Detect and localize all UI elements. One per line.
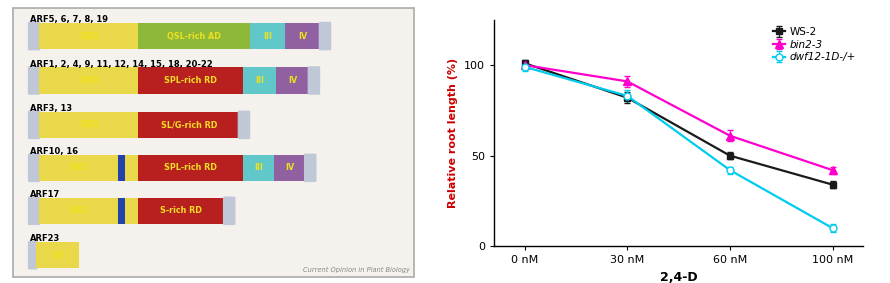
- Bar: [250, 23, 286, 49]
- FancyBboxPatch shape: [223, 197, 236, 225]
- Bar: [36, 242, 78, 268]
- Text: III: III: [263, 32, 272, 41]
- Text: DB: DB: [51, 251, 64, 260]
- Bar: [39, 112, 138, 138]
- Text: DBD: DBD: [78, 120, 98, 129]
- FancyBboxPatch shape: [28, 241, 38, 269]
- Bar: [39, 67, 138, 94]
- Bar: [117, 198, 125, 224]
- Bar: [138, 112, 239, 138]
- FancyBboxPatch shape: [308, 66, 320, 95]
- Text: SPL-rich RD: SPL-rich RD: [164, 76, 217, 85]
- FancyBboxPatch shape: [28, 22, 40, 50]
- X-axis label: 2,4-D: 2,4-D: [659, 271, 698, 283]
- Text: ARF23: ARF23: [29, 234, 60, 243]
- FancyBboxPatch shape: [319, 22, 331, 50]
- FancyBboxPatch shape: [28, 197, 40, 225]
- Bar: [274, 155, 305, 181]
- FancyBboxPatch shape: [28, 66, 40, 95]
- Text: ARF10, 16: ARF10, 16: [29, 147, 77, 156]
- Text: III: III: [255, 76, 264, 85]
- Bar: [39, 155, 117, 181]
- Text: QSL-rich AD: QSL-rich AD: [167, 32, 222, 41]
- Bar: [39, 198, 117, 224]
- FancyBboxPatch shape: [304, 154, 317, 182]
- Y-axis label: Relative root length (%): Relative root length (%): [449, 58, 458, 208]
- Bar: [286, 23, 320, 49]
- Text: SL/G-rich RD: SL/G-rich RD: [160, 120, 217, 129]
- Text: DBD: DBD: [69, 163, 88, 172]
- Text: ARF3, 13: ARF3, 13: [29, 104, 72, 113]
- Text: ARF1, 2, 4, 9, 11, 12, 14, 15, 18, 20-22: ARF1, 2, 4, 9, 11, 12, 14, 15, 18, 20-22: [29, 60, 213, 69]
- FancyBboxPatch shape: [28, 111, 40, 139]
- Bar: [138, 198, 224, 224]
- Legend: WS-2, bin2-3, dwf12-1D-/+: WS-2, bin2-3, dwf12-1D-/+: [771, 25, 858, 65]
- Bar: [138, 67, 243, 94]
- Text: IV: IV: [288, 76, 297, 85]
- Text: ARF17: ARF17: [29, 190, 60, 199]
- Bar: [243, 155, 274, 181]
- FancyBboxPatch shape: [12, 8, 415, 277]
- Text: Current Opinion in Plant Biology: Current Opinion in Plant Biology: [303, 267, 410, 273]
- Bar: [138, 155, 243, 181]
- Text: IV: IV: [286, 163, 295, 172]
- Bar: [125, 198, 138, 224]
- Text: SPL-rich RD: SPL-rich RD: [164, 163, 217, 172]
- Bar: [117, 155, 125, 181]
- Text: ARF5, 6, 7, 8, 19: ARF5, 6, 7, 8, 19: [29, 15, 108, 24]
- Text: S-rich RD: S-rich RD: [160, 206, 202, 215]
- Bar: [243, 67, 276, 94]
- Bar: [276, 67, 310, 94]
- FancyBboxPatch shape: [28, 154, 40, 182]
- Text: III: III: [255, 163, 263, 172]
- Bar: [39, 23, 138, 49]
- FancyBboxPatch shape: [238, 111, 250, 139]
- Bar: [138, 23, 250, 49]
- Text: DBD: DBD: [78, 32, 98, 41]
- Bar: [125, 155, 138, 181]
- Text: IV: IV: [298, 32, 307, 41]
- Text: DBD: DBD: [69, 206, 88, 215]
- Text: DBD: DBD: [78, 76, 98, 85]
